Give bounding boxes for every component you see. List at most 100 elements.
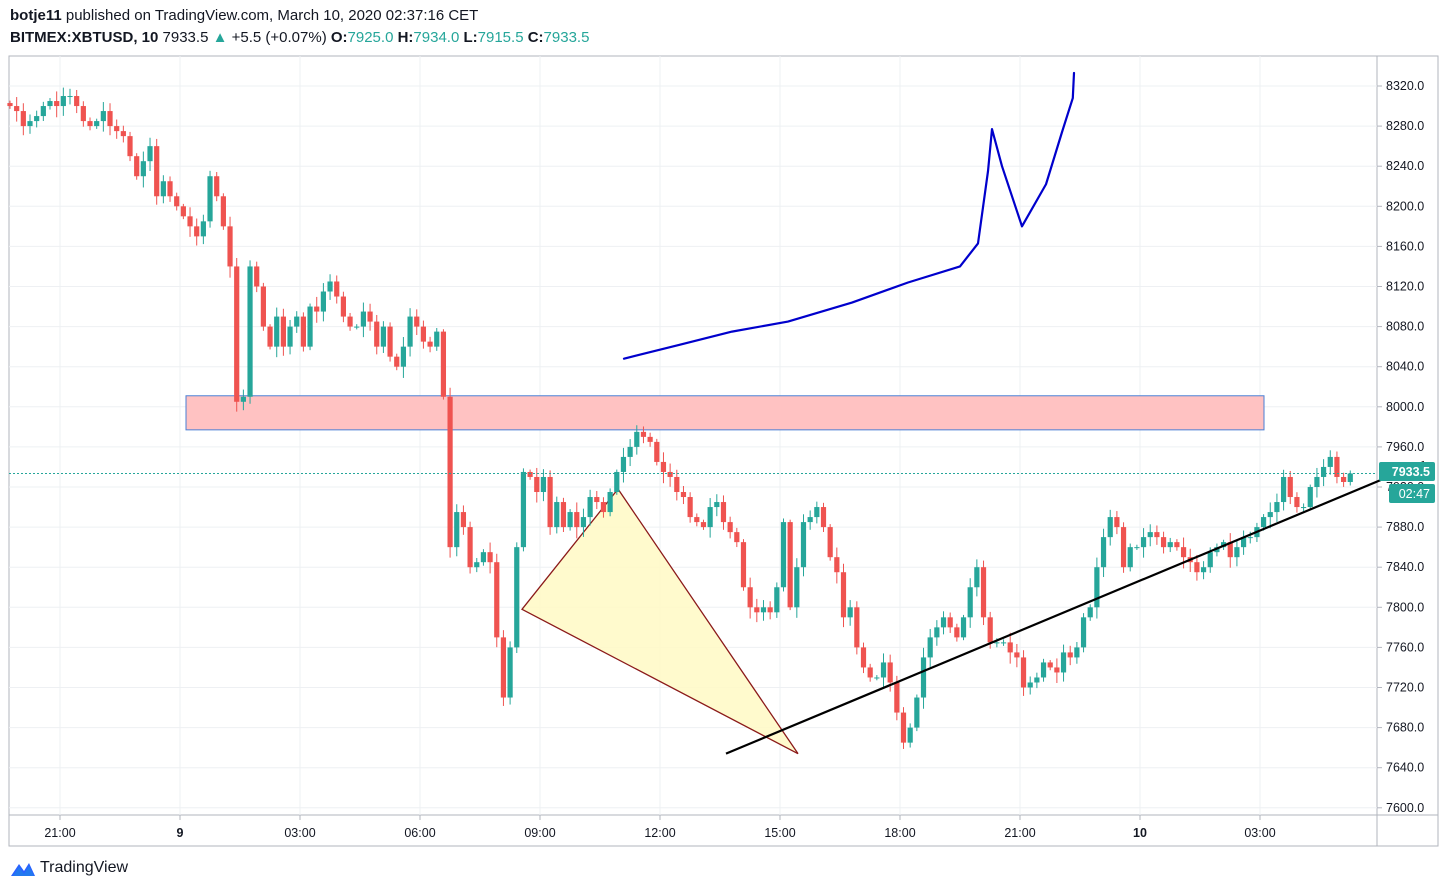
candle (1240, 530, 1247, 555)
price-tick-label: 7960.0 (1386, 440, 1424, 454)
candle (1027, 676, 1033, 695)
price-tick-label: 7600.0 (1386, 801, 1424, 815)
price-tick-label: 7680.0 (1386, 721, 1424, 735)
price-change: +5.5 (+0.07%) (231, 29, 327, 46)
tradingview-logo-icon (11, 863, 35, 876)
candle (634, 425, 640, 455)
candle (927, 628, 933, 668)
price-tick-label: 7760.0 (1386, 640, 1424, 654)
price-tick-label: 7640.0 (1386, 761, 1424, 775)
candle (40, 101, 46, 121)
author-name[interactable]: botje11 (10, 7, 62, 24)
candle (394, 353, 400, 371)
candle (1280, 469, 1287, 511)
triangle-pattern[interactable] (521, 487, 799, 755)
candle (300, 312, 306, 352)
candle (354, 324, 360, 330)
candle (180, 203, 186, 220)
candle (334, 275, 340, 304)
price-tick-label: 8320.0 (1386, 79, 1424, 93)
time-tick-label: 06:00 (404, 826, 435, 840)
resistance-zone[interactable] (185, 395, 1265, 431)
candle (127, 131, 133, 162)
candle (900, 707, 907, 749)
candle (34, 110, 40, 128)
candle (827, 524, 833, 561)
candle (514, 542, 520, 654)
candle (1267, 502, 1273, 529)
candle (480, 549, 487, 566)
candle (1127, 543, 1133, 572)
price-badge-bg (1379, 462, 1435, 481)
candle (767, 601, 773, 620)
drawings-back (185, 395, 1265, 755)
candle (267, 324, 273, 350)
candle (980, 560, 987, 626)
candle (274, 307, 280, 358)
candle (627, 439, 633, 467)
price-tick-label: 7880.0 (1386, 520, 1424, 534)
candle (654, 438, 660, 466)
symbol-title[interactable]: BITMEX:XBTUSD, 10 (10, 29, 159, 46)
candle (734, 527, 740, 548)
candle (960, 614, 967, 641)
candle (847, 600, 853, 626)
candle (760, 600, 767, 621)
candle (1020, 650, 1027, 696)
candle (407, 308, 413, 357)
brand-name: TradingView (40, 859, 129, 876)
candle (247, 260, 253, 404)
footer-brand[interactable]: TradingView (10, 859, 128, 877)
price-tick-label: 7720.0 (1386, 681, 1424, 695)
candle (234, 258, 240, 412)
candle (874, 675, 880, 681)
candle (687, 492, 693, 523)
candle (460, 505, 467, 535)
candle (787, 519, 793, 611)
candle (7, 100, 13, 109)
candle (1120, 522, 1127, 573)
candle (974, 559, 980, 597)
candle (534, 467, 540, 503)
time-tick-label: 03:00 (284, 826, 315, 840)
candle (87, 117, 93, 131)
time-tick-label: 18:00 (884, 826, 915, 840)
candle (1174, 539, 1180, 551)
price-tick-label: 7800.0 (1386, 600, 1424, 614)
open-label: O: (330, 29, 348, 46)
candle (507, 641, 513, 705)
candle (620, 447, 627, 483)
candle (174, 192, 180, 211)
projection-path[interactable] (622, 71, 1076, 360)
candle (427, 336, 433, 353)
open-value: 7925.0 (347, 29, 394, 46)
candle (214, 172, 220, 202)
symbol-legend: BITMEX:XBTUSD, 10 7933.5 ▲ +5.5 (+0.07%)… (10, 29, 589, 46)
candle (880, 653, 887, 689)
candle (474, 557, 480, 573)
high-label: H: (397, 29, 414, 46)
candle (1100, 528, 1107, 578)
candle (1067, 645, 1073, 666)
candle (1087, 604, 1093, 621)
candle (487, 542, 493, 574)
candle (1334, 451, 1340, 484)
candle (547, 470, 553, 535)
candle (1060, 644, 1067, 682)
candle (120, 125, 126, 143)
candle (307, 303, 313, 351)
candle (1054, 658, 1060, 683)
candle (954, 623, 960, 642)
ascending-trendline[interactable] (725, 460, 1425, 755)
candle (100, 102, 106, 132)
close-value: 7933.5 (543, 29, 590, 46)
candle (367, 303, 373, 331)
candle (1134, 544, 1140, 550)
candle (360, 302, 367, 338)
price-tick-label: 8240.0 (1386, 159, 1424, 173)
candle (794, 558, 800, 618)
candle (500, 630, 507, 706)
candle (700, 519, 707, 530)
candle (387, 322, 393, 362)
